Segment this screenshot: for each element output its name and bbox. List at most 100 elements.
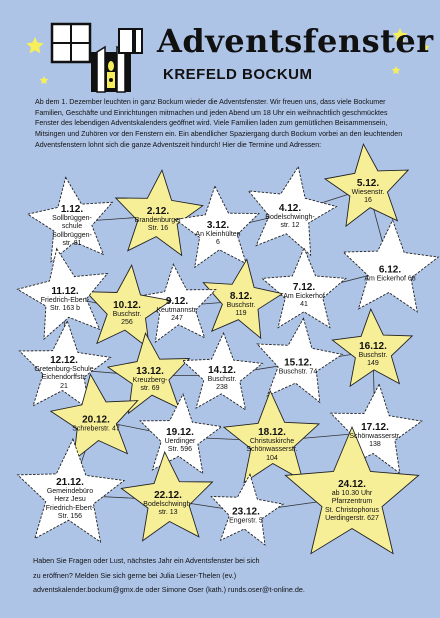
page-title: Adventsfenster bbox=[157, 22, 434, 60]
star-address-line: Brandenburger bbox=[134, 217, 182, 225]
star-address-line: str. 81 bbox=[62, 239, 82, 247]
star-label: 16.12. Buschstr. 149 bbox=[359, 341, 388, 369]
star-address-line: Buschstr. bbox=[226, 302, 256, 310]
star-address-line: Friedrich-Ebert- bbox=[45, 504, 95, 512]
star-address-line: 16 bbox=[364, 197, 372, 205]
star-address-line: Friedrich-Ebert- bbox=[40, 297, 90, 305]
star-address-line: Str. 16 bbox=[147, 225, 169, 233]
star-address-line: Am Eickerhof bbox=[283, 293, 325, 301]
footer-line-2: zu eröffnen? Melden Sie sich gerne bei J… bbox=[33, 570, 237, 580]
star-icon bbox=[323, 143, 410, 228]
star-date: 16.12. bbox=[359, 341, 387, 353]
star-address-line: Wiesenstr. bbox=[351, 189, 385, 197]
star-label: 17.12. Schönwasserstr. 138 bbox=[349, 422, 400, 450]
star-address-line: 41 bbox=[300, 301, 308, 309]
star-address-line: schule bbox=[61, 223, 83, 231]
star-address-line: Eichendorffstr. bbox=[41, 374, 87, 382]
star-address-line: Bodelschwingh- bbox=[265, 214, 315, 222]
star-icon bbox=[18, 319, 112, 411]
star-date: 4.12. bbox=[278, 203, 302, 215]
star-icon bbox=[26, 176, 114, 263]
corner-star-icon bbox=[420, 43, 430, 52]
star-address-line: Keutmannstr. bbox=[156, 307, 198, 315]
star-label: 5.12. Wiesenstr. 16 bbox=[352, 178, 385, 206]
star-label: 4.12. Bodelschwingh-str. 12 bbox=[265, 203, 314, 231]
footer-contact[interactable]: adventskalender.bockum@gmx.de oder Simon… bbox=[33, 585, 305, 594]
footer-line-1: Haben Sie Fragen oder Lust, nächstes Jah… bbox=[33, 556, 260, 565]
star-icon bbox=[16, 437, 126, 543]
star-address-line: str. 12 bbox=[280, 222, 300, 230]
footer: Haben Sie Fragen oder Lust, nächstes Jah… bbox=[33, 554, 423, 598]
star-icon bbox=[106, 332, 191, 415]
star-address-line: St. Christophorus bbox=[324, 506, 380, 514]
star-address-line: An Kleinhülten bbox=[195, 231, 241, 239]
star-label: 10.12. Buschstr. 256 bbox=[113, 300, 142, 328]
star-address-line: Pfarrzentrum bbox=[331, 498, 373, 506]
star-icon bbox=[120, 450, 214, 542]
star-icon bbox=[222, 389, 321, 484]
star-date: 21.12. bbox=[56, 476, 84, 488]
star-label: 19.12. Uerdinger Str. 596 bbox=[165, 427, 196, 455]
star-address-line: ab 10.30 Uhr bbox=[331, 489, 373, 497]
star-icon bbox=[202, 258, 284, 340]
corner-star-icon bbox=[26, 37, 44, 54]
star-label: 21.12. Gemeindebüro Herz Jesu Friedrich-Ebe… bbox=[46, 477, 95, 521]
star-address-line: Str. 163 b bbox=[50, 305, 80, 313]
star-address-line: Sollbrüggen- bbox=[52, 214, 92, 222]
star-date: 3.12. bbox=[206, 220, 230, 232]
star-date: 20.12. bbox=[82, 414, 110, 426]
star-date: 12.12. bbox=[50, 355, 78, 367]
star-address-line: 238 bbox=[216, 384, 228, 392]
star-address-line: Gretenburg-Schule bbox=[34, 366, 94, 374]
star-icon bbox=[256, 317, 344, 404]
star-label: 1.12. Sollbrüggen-schule Sollbrüggen-str. … bbox=[52, 204, 92, 248]
star-date: 17.12. bbox=[361, 422, 389, 434]
star-icon bbox=[247, 165, 338, 257]
star-date: 14.12. bbox=[208, 365, 236, 377]
star-address-line: Christuskirche bbox=[249, 438, 295, 446]
page-subtitle: KREFELD BOCKUM bbox=[163, 66, 313, 83]
star-label: 9.12. Keutmannstr. 247 bbox=[156, 296, 197, 324]
corner-star-icon bbox=[391, 66, 401, 75]
star-label: 11.12. Friedrich-Ebert- Str. 163 b bbox=[41, 286, 90, 314]
star-address-line: Kreuzberg- bbox=[132, 377, 168, 385]
star-icon bbox=[16, 247, 109, 341]
star-address-line: str. 13 bbox=[158, 509, 178, 517]
star-address-line: Schönwasserstr. bbox=[349, 433, 401, 441]
star-address-line: Schreberstr. 47 bbox=[72, 425, 120, 433]
star-address-line: 21 bbox=[60, 382, 68, 390]
star-label: 23.12. Engerstr. 5 bbox=[229, 506, 263, 525]
intro-text: Ab dem 1. Dezember leuchten in ganz Bock… bbox=[35, 98, 403, 149]
star-address-line: Buschstr. bbox=[358, 352, 388, 360]
star-address-line: 119 bbox=[235, 310, 247, 318]
star-icon bbox=[284, 425, 420, 555]
star-label: 3.12. An Kleinhülten 6 bbox=[195, 220, 240, 248]
star-label: 12.12. Gretenburg-Schule Eichendorffstr. 21 bbox=[34, 355, 93, 391]
star-address-line: Am Eickerhof 68 bbox=[364, 275, 416, 283]
star-label: 13.12. Kreuzberg-str. 69 bbox=[133, 366, 168, 394]
star-address-line: Gemeindebüro bbox=[46, 487, 94, 495]
star-label: 20.12. Schreberstr. 47 bbox=[72, 414, 119, 433]
star-date: 18.12. bbox=[258, 427, 286, 439]
star-address-line: Engerstr. 5 bbox=[229, 517, 263, 525]
star-date: 15.12. bbox=[284, 357, 312, 369]
star-address-line: 247 bbox=[171, 315, 183, 323]
star-date: 13.12. bbox=[136, 366, 164, 378]
star-icon bbox=[134, 263, 217, 344]
star-address-line: Bodelschwingh- bbox=[143, 501, 193, 509]
star-label: 15.12. Buschstr. 74 bbox=[279, 357, 318, 376]
star-date: 6.12. bbox=[378, 264, 402, 276]
star-icon bbox=[210, 473, 285, 546]
star-label: 2.12. Brandenburger Str. 16 bbox=[135, 206, 182, 234]
star-address-line: Schönwasserstr. bbox=[246, 446, 298, 454]
star-date: 8.12. bbox=[229, 291, 253, 303]
star-address-line: Uerdinger bbox=[164, 438, 196, 446]
star-icon bbox=[181, 331, 264, 411]
star-address-line: 104 bbox=[266, 454, 278, 462]
decor-stars bbox=[26, 28, 430, 85]
star-address-line: Uerdingerstr. 627 bbox=[325, 514, 379, 522]
star-date: 10.12. bbox=[113, 300, 141, 312]
star-date: 11.12. bbox=[51, 286, 79, 298]
star-label: 8.12. Buschstr. 119 bbox=[227, 291, 256, 319]
